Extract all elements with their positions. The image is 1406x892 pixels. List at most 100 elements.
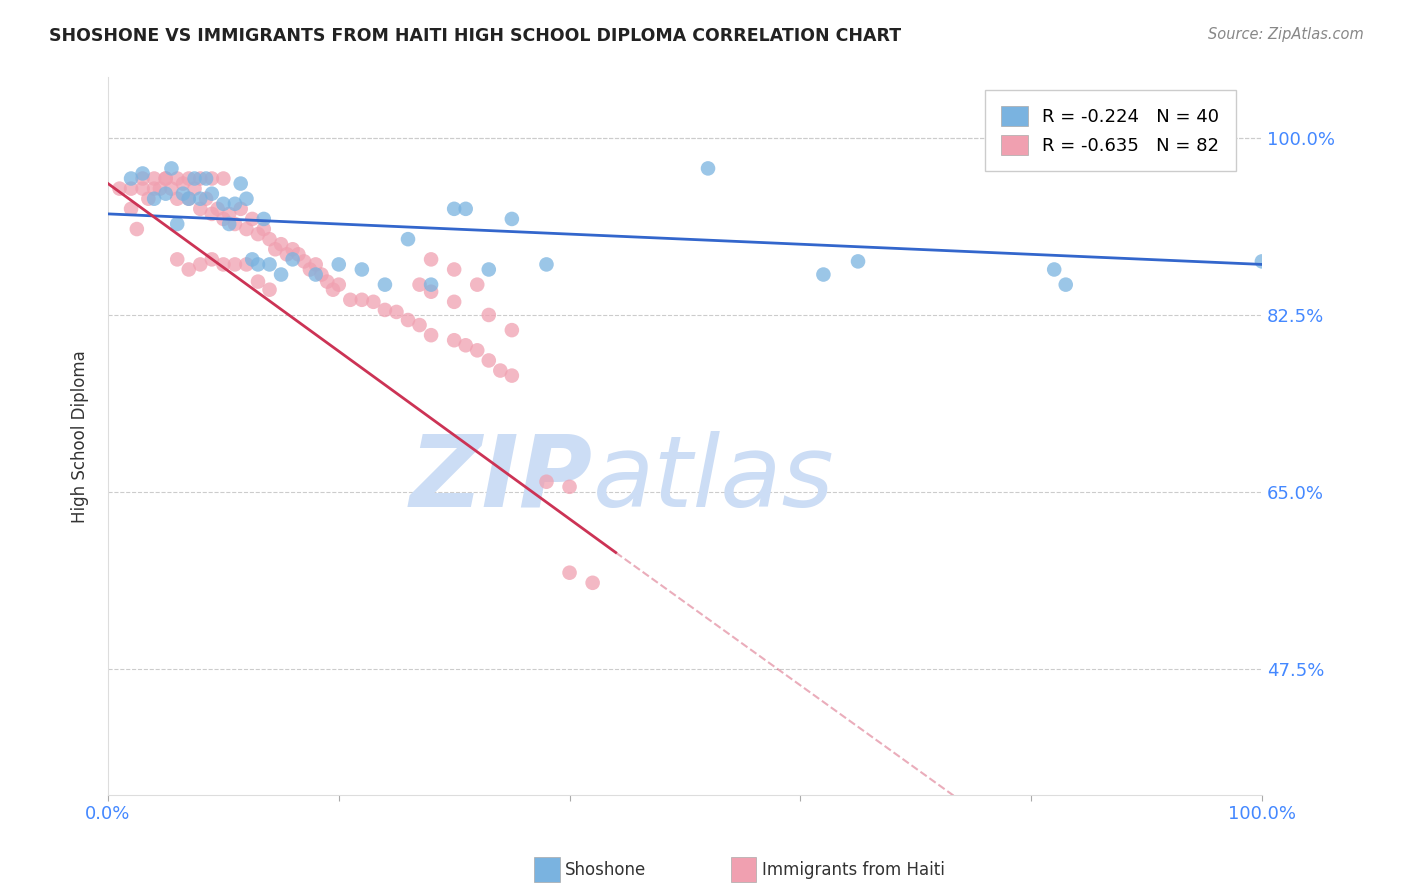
Point [454,338,477,352]
Point [813,268,835,282]
Point [697,161,720,176]
Point [195,171,218,186]
Point [443,333,465,347]
Point [120,202,142,216]
Point [183,181,205,195]
Legend: R = -0.224   N = 40, R = -0.635   N = 82: R = -0.224 N = 40, R = -0.635 N = 82 [984,90,1236,171]
Point [465,277,488,292]
Point [501,211,523,226]
Point [155,171,177,186]
Point [478,262,501,277]
Point [177,192,200,206]
Point [253,211,276,226]
Point [1054,277,1077,292]
Text: Immigrants from Haiti: Immigrants from Haiti [762,861,945,879]
Point [155,186,177,201]
Point [846,254,869,268]
Point [1251,254,1274,268]
Point [235,222,257,236]
Point [298,262,321,277]
Point [292,254,315,268]
Point [253,222,276,236]
Point [287,247,309,261]
Point [240,252,263,267]
Point [224,217,246,231]
Point [270,268,292,282]
Point [183,171,205,186]
Point [166,192,188,206]
Point [536,475,558,489]
Point [149,181,172,195]
Point [246,257,269,271]
Point [582,575,605,590]
Point [201,171,224,186]
Point [454,202,477,216]
Point [328,277,350,292]
Point [420,328,443,343]
Point [264,242,287,256]
Point [201,252,224,267]
Point [443,262,465,277]
Point [558,480,581,494]
Point [207,202,229,216]
Point [259,232,281,246]
Point [212,196,235,211]
Point [281,242,304,256]
Point [131,166,153,180]
Point [374,302,396,317]
Point [188,192,211,206]
Point [316,275,339,289]
Point [246,275,269,289]
Point [420,277,443,292]
Point [489,363,512,377]
Point [166,217,188,231]
Point [240,211,263,226]
Point [120,171,142,186]
Point [201,186,224,201]
Point [396,232,419,246]
Point [131,171,153,186]
Point [195,192,218,206]
Point [350,293,373,307]
Point [281,252,304,267]
Point [166,252,188,267]
Text: Source: ZipAtlas.com: Source: ZipAtlas.com [1208,27,1364,42]
Point [160,161,183,176]
Point [177,262,200,277]
Point [212,171,235,186]
Point [259,283,281,297]
Point [350,262,373,277]
Point [120,181,142,195]
Point [363,294,385,309]
Point [235,192,257,206]
Point [143,192,166,206]
Point [408,318,430,332]
Point [188,257,211,271]
Point [311,268,333,282]
Point [328,257,350,271]
Text: atlas: atlas [593,431,834,528]
Point [125,222,148,236]
Point [172,177,194,191]
Point [259,257,281,271]
Point [155,171,177,186]
Point [218,217,240,231]
Y-axis label: High School Diploma: High School Diploma [72,350,89,523]
Point [177,171,200,186]
Point [188,171,211,186]
Point [160,181,183,195]
Point [229,202,252,216]
Point [501,323,523,337]
Text: Shoshone: Shoshone [565,861,647,879]
Point [246,227,269,241]
Point [558,566,581,580]
Point [339,293,361,307]
Point [385,305,408,319]
Point [229,177,252,191]
Point [143,171,166,186]
Point [501,368,523,383]
Point [235,257,257,271]
Point [201,207,224,221]
Point [420,252,443,267]
Point [166,171,188,186]
